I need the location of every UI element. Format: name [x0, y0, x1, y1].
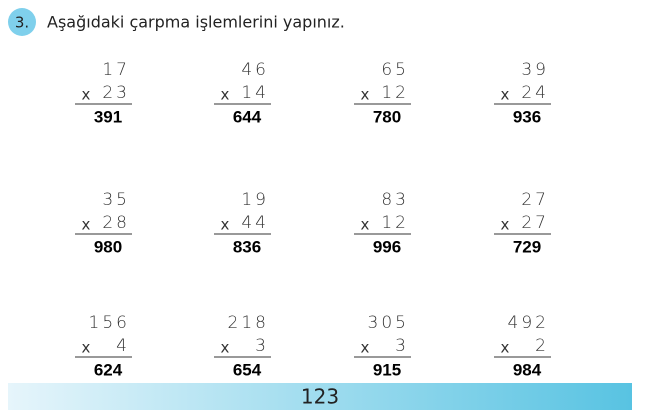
operator: x: [501, 216, 510, 234]
multiplier: 14: [241, 83, 269, 103]
operator: x: [361, 86, 370, 104]
multiplier: 3: [255, 336, 269, 356]
multiplicand: 17: [102, 60, 130, 80]
footer-bar: [8, 383, 632, 410]
multiplicand: 27: [521, 190, 549, 210]
operator: x: [82, 339, 91, 357]
answer: 936: [513, 107, 541, 126]
answer: 654: [233, 360, 262, 379]
answer: 915: [373, 360, 401, 379]
operator: x: [361, 216, 370, 234]
multiplier: 27: [521, 213, 549, 233]
multiplicand: 46: [241, 60, 269, 80]
multiplier: 3: [395, 336, 409, 356]
operator: x: [82, 216, 91, 234]
multiplicand: 218: [228, 313, 269, 333]
multiplier: 12: [381, 83, 409, 103]
answer: 644: [233, 107, 262, 126]
answer: 996: [373, 237, 401, 256]
multiplier: 23: [102, 83, 130, 103]
multiplicand: 305: [368, 313, 409, 333]
operator: x: [221, 86, 230, 104]
operator: x: [501, 86, 510, 104]
multiplicand: 65: [381, 60, 409, 80]
operator: x: [361, 339, 370, 357]
multiplier: 2: [535, 336, 549, 356]
question-number: 3.: [15, 14, 29, 32]
number-badge: [8, 8, 36, 36]
multiplier: 12: [381, 213, 409, 233]
operator: x: [221, 339, 230, 357]
operator: x: [82, 86, 91, 104]
answer: 780: [373, 107, 401, 126]
answer: 980: [94, 237, 122, 256]
multiplicand: 35: [102, 190, 130, 210]
multiplicand: 83: [381, 190, 409, 210]
multiplicand: 156: [89, 313, 130, 333]
operator: x: [221, 216, 230, 234]
multiplicand: 492: [508, 313, 549, 333]
multiplicand: 39: [521, 60, 549, 80]
multiplicand: 19: [241, 190, 269, 210]
answer: 984: [513, 360, 542, 379]
multiplier: 4: [116, 336, 130, 356]
multiplier: 28: [102, 213, 130, 233]
answer: 729: [513, 237, 541, 256]
multiplier: 24: [521, 83, 549, 103]
instruction: Aşağıdaki çarpma işlemlerini yapınız.: [47, 13, 345, 32]
answer: 836: [233, 237, 261, 256]
multiplier: 44: [241, 213, 269, 233]
answer: 391: [94, 107, 122, 126]
page-number: 123: [301, 385, 339, 409]
operator: x: [501, 339, 510, 357]
answer: 624: [94, 360, 123, 379]
